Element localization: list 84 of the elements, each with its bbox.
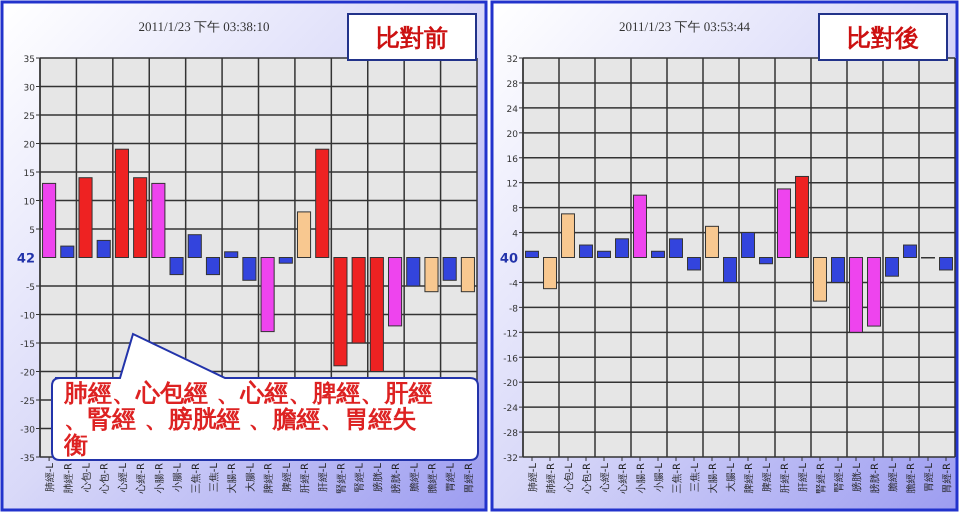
x-tick-label: 心經-L [599, 462, 611, 494]
y-tick-label: 12 [506, 180, 518, 190]
y-tick-label: -25 [20, 397, 35, 407]
x-tick-label: 脾經-L [761, 462, 773, 492]
x-tick-label: 膽經-R [905, 462, 917, 494]
y-tick-label: -32 [503, 454, 518, 464]
x-tick-label: 三焦-R [190, 462, 202, 494]
x-tick-label: 心經-R [617, 462, 629, 495]
x-tick-label: 肝經-L [798, 462, 809, 492]
x-tick-label: 膽經-L [408, 462, 420, 492]
x-tick-label: 脾經-R [743, 462, 755, 494]
x-tick-label: 腎經-R [815, 462, 827, 494]
x-tick-label: 小腸-L [653, 462, 665, 492]
y-tick-label: 15 [24, 169, 35, 179]
x-tick-label: 膽經-L [887, 462, 899, 492]
x-tick-label: 肺經-L [44, 462, 56, 492]
y-tick-label: 20 [506, 130, 518, 140]
y-tick-label: 8 [512, 204, 518, 215]
x-tick-label: 肝經-R [300, 462, 312, 494]
y-tick-label: -16 [503, 354, 518, 364]
x-tick-label: 心包-R [581, 462, 593, 495]
chart-title: 比對後 [847, 24, 919, 52]
x-tick-label: 肝經-L [318, 462, 330, 492]
x-tick-label: 胃經-L [446, 462, 457, 492]
y-tick-label: 35 [24, 55, 35, 65]
y-tick-label: -20 [503, 379, 518, 390]
y-tick-label: -20 [20, 368, 36, 378]
x-tick-label: 肺經-R [62, 462, 74, 494]
x-tick-label: 膀胱-L [851, 462, 863, 492]
y-tick-label: -15 [20, 340, 35, 350]
y-tick-label: -4 [509, 279, 518, 290]
y-tick-label: 24 [506, 104, 518, 115]
x-tick-label: 大腸-L [725, 462, 737, 492]
x-tick-label: 大腸-R [226, 462, 238, 494]
x-tick-label: 肺經-L [527, 462, 539, 492]
x-tick-label: 腎經-L [354, 462, 366, 492]
x-tick-label: 膽經-R [426, 462, 438, 494]
y-tick-label: -30 [20, 426, 36, 436]
x-tick-label: 小腸-R [635, 462, 647, 494]
x-tick-label: 肝經-R [780, 462, 791, 494]
x-tick-label: 胃經-R [942, 462, 953, 494]
text: 40 [500, 252, 518, 266]
x-tick-label: 小腸-L [172, 462, 184, 492]
x-tick-label: 心包-L [80, 462, 93, 494]
x-tick-label: 膀胱-L [372, 462, 384, 492]
x-tick-label: 大腸-L [244, 462, 256, 492]
y-tick-label: -24 [503, 404, 518, 414]
x-tick-label: 胃經-R [464, 462, 475, 494]
chart-title: 比對前 [376, 24, 448, 52]
x-tick-label: 心經-R [135, 462, 148, 495]
x-tick-label: 脾經-L [280, 462, 293, 492]
y-tick-label: 32 [506, 55, 518, 65]
y-tick-label: 28 [506, 80, 518, 90]
y-tick-label: 4 [512, 230, 518, 240]
x-tick-label: 三焦-L [208, 462, 220, 492]
x-tick-label: 脾經-R [262, 462, 275, 494]
chart-subtitle: 2011/1/23 下午 03:38:10 [138, 19, 270, 34]
chart-subtitle: 2011/1/23 下午 03:53:44 [619, 19, 750, 34]
x-tick-label: 胃經-L [924, 462, 935, 492]
x-tick-label: 小腸-R [153, 462, 166, 494]
y-tick-label: 16 [506, 154, 518, 165]
y-tick-label: -10 [20, 312, 36, 322]
x-tick-label: 心包-L [563, 462, 575, 494]
x-tick-label: 肺經-R [545, 462, 557, 494]
y-tick-label: -8 [509, 304, 518, 314]
x-tick-label: 三焦-L [689, 462, 701, 492]
y-tick-label: -35 [20, 454, 35, 464]
x-tick-label: 膀胱-R [390, 462, 402, 494]
y-tick-label: 10 [24, 198, 36, 208]
x-tick-label: 腎經-R [335, 462, 348, 494]
y-tick-label: 30 [24, 84, 36, 94]
x-tick-label: 心經-L [116, 462, 129, 494]
x-tick-label: 膀胱-R [869, 462, 881, 494]
y-tick-label: -12 [503, 329, 518, 340]
x-tick-label: 大腸-R [707, 462, 719, 494]
x-tick-label: 心包-R [98, 462, 111, 495]
x-tick-label: 腎經-L [833, 462, 845, 492]
y-tick-label: 20 [24, 140, 36, 150]
y-tick-label: -5 [26, 283, 35, 293]
text: 42 [16, 252, 35, 266]
y-tick-label: -28 [503, 429, 518, 440]
y-tick-label: 5 [29, 226, 35, 236]
x-tick-label: 三焦-R [671, 462, 683, 494]
y-tick-label: 25 [24, 112, 35, 122]
